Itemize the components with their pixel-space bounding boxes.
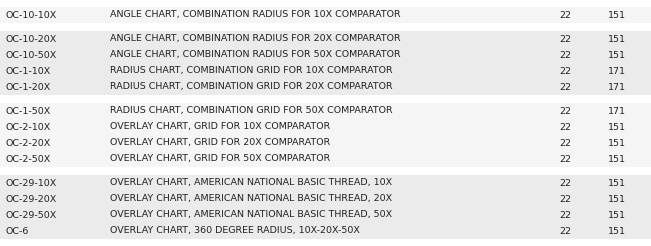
Text: OC-10-20X: OC-10-20X (6, 34, 57, 44)
Text: 171: 171 (608, 66, 626, 76)
Text: OC-29-10X: OC-29-10X (6, 179, 57, 187)
Text: 22: 22 (559, 50, 571, 60)
Text: ANGLE CHART, COMBINATION RADIUS FOR 20X COMPARATOR: ANGLE CHART, COMBINATION RADIUS FOR 20X … (110, 34, 400, 44)
Text: OVERLAY CHART, 360 DEGREE RADIUS, 10X-20X-50X: OVERLAY CHART, 360 DEGREE RADIUS, 10X-20… (110, 227, 360, 235)
Bar (0, 79, 651, 95)
Text: 22: 22 (559, 179, 571, 187)
Text: ANGLE CHART, COMBINATION RADIUS FOR 50X COMPARATOR: ANGLE CHART, COMBINATION RADIUS FOR 50X … (110, 50, 400, 60)
Text: 151: 151 (608, 123, 626, 132)
Text: 151: 151 (608, 195, 626, 203)
Text: OC-10-10X: OC-10-10X (6, 11, 57, 19)
Text: OC-1-20X: OC-1-20X (6, 82, 51, 92)
Bar (0, 63, 651, 79)
Text: ANGLE CHART, COMBINATION RADIUS FOR 10X COMPARATOR: ANGLE CHART, COMBINATION RADIUS FOR 10X … (110, 11, 400, 19)
Bar (0, 207, 651, 223)
Text: 22: 22 (559, 82, 571, 92)
Bar (0, 7, 651, 23)
Text: 22: 22 (559, 154, 571, 164)
Text: 22: 22 (559, 107, 571, 116)
Bar (0, 31, 651, 47)
Text: 151: 151 (608, 179, 626, 187)
Text: OC-2-20X: OC-2-20X (6, 138, 51, 148)
Text: 151: 151 (608, 211, 626, 219)
Text: OVERLAY CHART, GRID FOR 10X COMPARATOR: OVERLAY CHART, GRID FOR 10X COMPARATOR (110, 123, 330, 132)
Text: 22: 22 (559, 11, 571, 19)
Text: RADIUS CHART, COMBINATION GRID FOR 10X COMPARATOR: RADIUS CHART, COMBINATION GRID FOR 10X C… (110, 66, 393, 76)
Text: 151: 151 (608, 138, 626, 148)
Bar (0, 103, 651, 119)
Text: OVERLAY CHART, AMERICAN NATIONAL BASIC THREAD, 20X: OVERLAY CHART, AMERICAN NATIONAL BASIC T… (110, 195, 392, 203)
Text: OC-29-20X: OC-29-20X (6, 195, 57, 203)
Text: OVERLAY CHART, AMERICAN NATIONAL BASIC THREAD, 50X: OVERLAY CHART, AMERICAN NATIONAL BASIC T… (110, 211, 392, 219)
Text: 151: 151 (608, 154, 626, 164)
Text: OVERLAY CHART, AMERICAN NATIONAL BASIC THREAD, 10X: OVERLAY CHART, AMERICAN NATIONAL BASIC T… (110, 179, 392, 187)
Text: OC-2-50X: OC-2-50X (6, 154, 51, 164)
Bar (0, 151, 651, 167)
Text: RADIUS CHART, COMBINATION GRID FOR 20X COMPARATOR: RADIUS CHART, COMBINATION GRID FOR 20X C… (110, 82, 393, 92)
Text: OC-1-10X: OC-1-10X (6, 66, 51, 76)
Text: OC-10-50X: OC-10-50X (6, 50, 57, 60)
Text: OC-1-50X: OC-1-50X (6, 107, 51, 116)
Text: RADIUS CHART, COMBINATION GRID FOR 50X COMPARATOR: RADIUS CHART, COMBINATION GRID FOR 50X C… (110, 107, 393, 116)
Text: 22: 22 (559, 66, 571, 76)
Text: 22: 22 (559, 195, 571, 203)
Bar (0, 223, 651, 239)
Text: OVERLAY CHART, GRID FOR 20X COMPARATOR: OVERLAY CHART, GRID FOR 20X COMPARATOR (110, 138, 330, 148)
Bar (0, 175, 651, 191)
Bar (0, 47, 651, 63)
Text: 22: 22 (559, 227, 571, 235)
Text: OC-29-50X: OC-29-50X (6, 211, 57, 219)
Text: 151: 151 (608, 11, 626, 19)
Text: 22: 22 (559, 138, 571, 148)
Bar (0, 119, 651, 135)
Bar (0, 191, 651, 207)
Text: 22: 22 (559, 123, 571, 132)
Text: 151: 151 (608, 227, 626, 235)
Text: 171: 171 (608, 107, 626, 116)
Bar (0, 135, 651, 151)
Text: OVERLAY CHART, GRID FOR 50X COMPARATOR: OVERLAY CHART, GRID FOR 50X COMPARATOR (110, 154, 330, 164)
Text: 171: 171 (608, 82, 626, 92)
Text: 151: 151 (608, 34, 626, 44)
Text: OC-2-10X: OC-2-10X (6, 123, 51, 132)
Text: OC-6: OC-6 (6, 227, 29, 235)
Text: 22: 22 (559, 34, 571, 44)
Text: 151: 151 (608, 50, 626, 60)
Text: 22: 22 (559, 211, 571, 219)
